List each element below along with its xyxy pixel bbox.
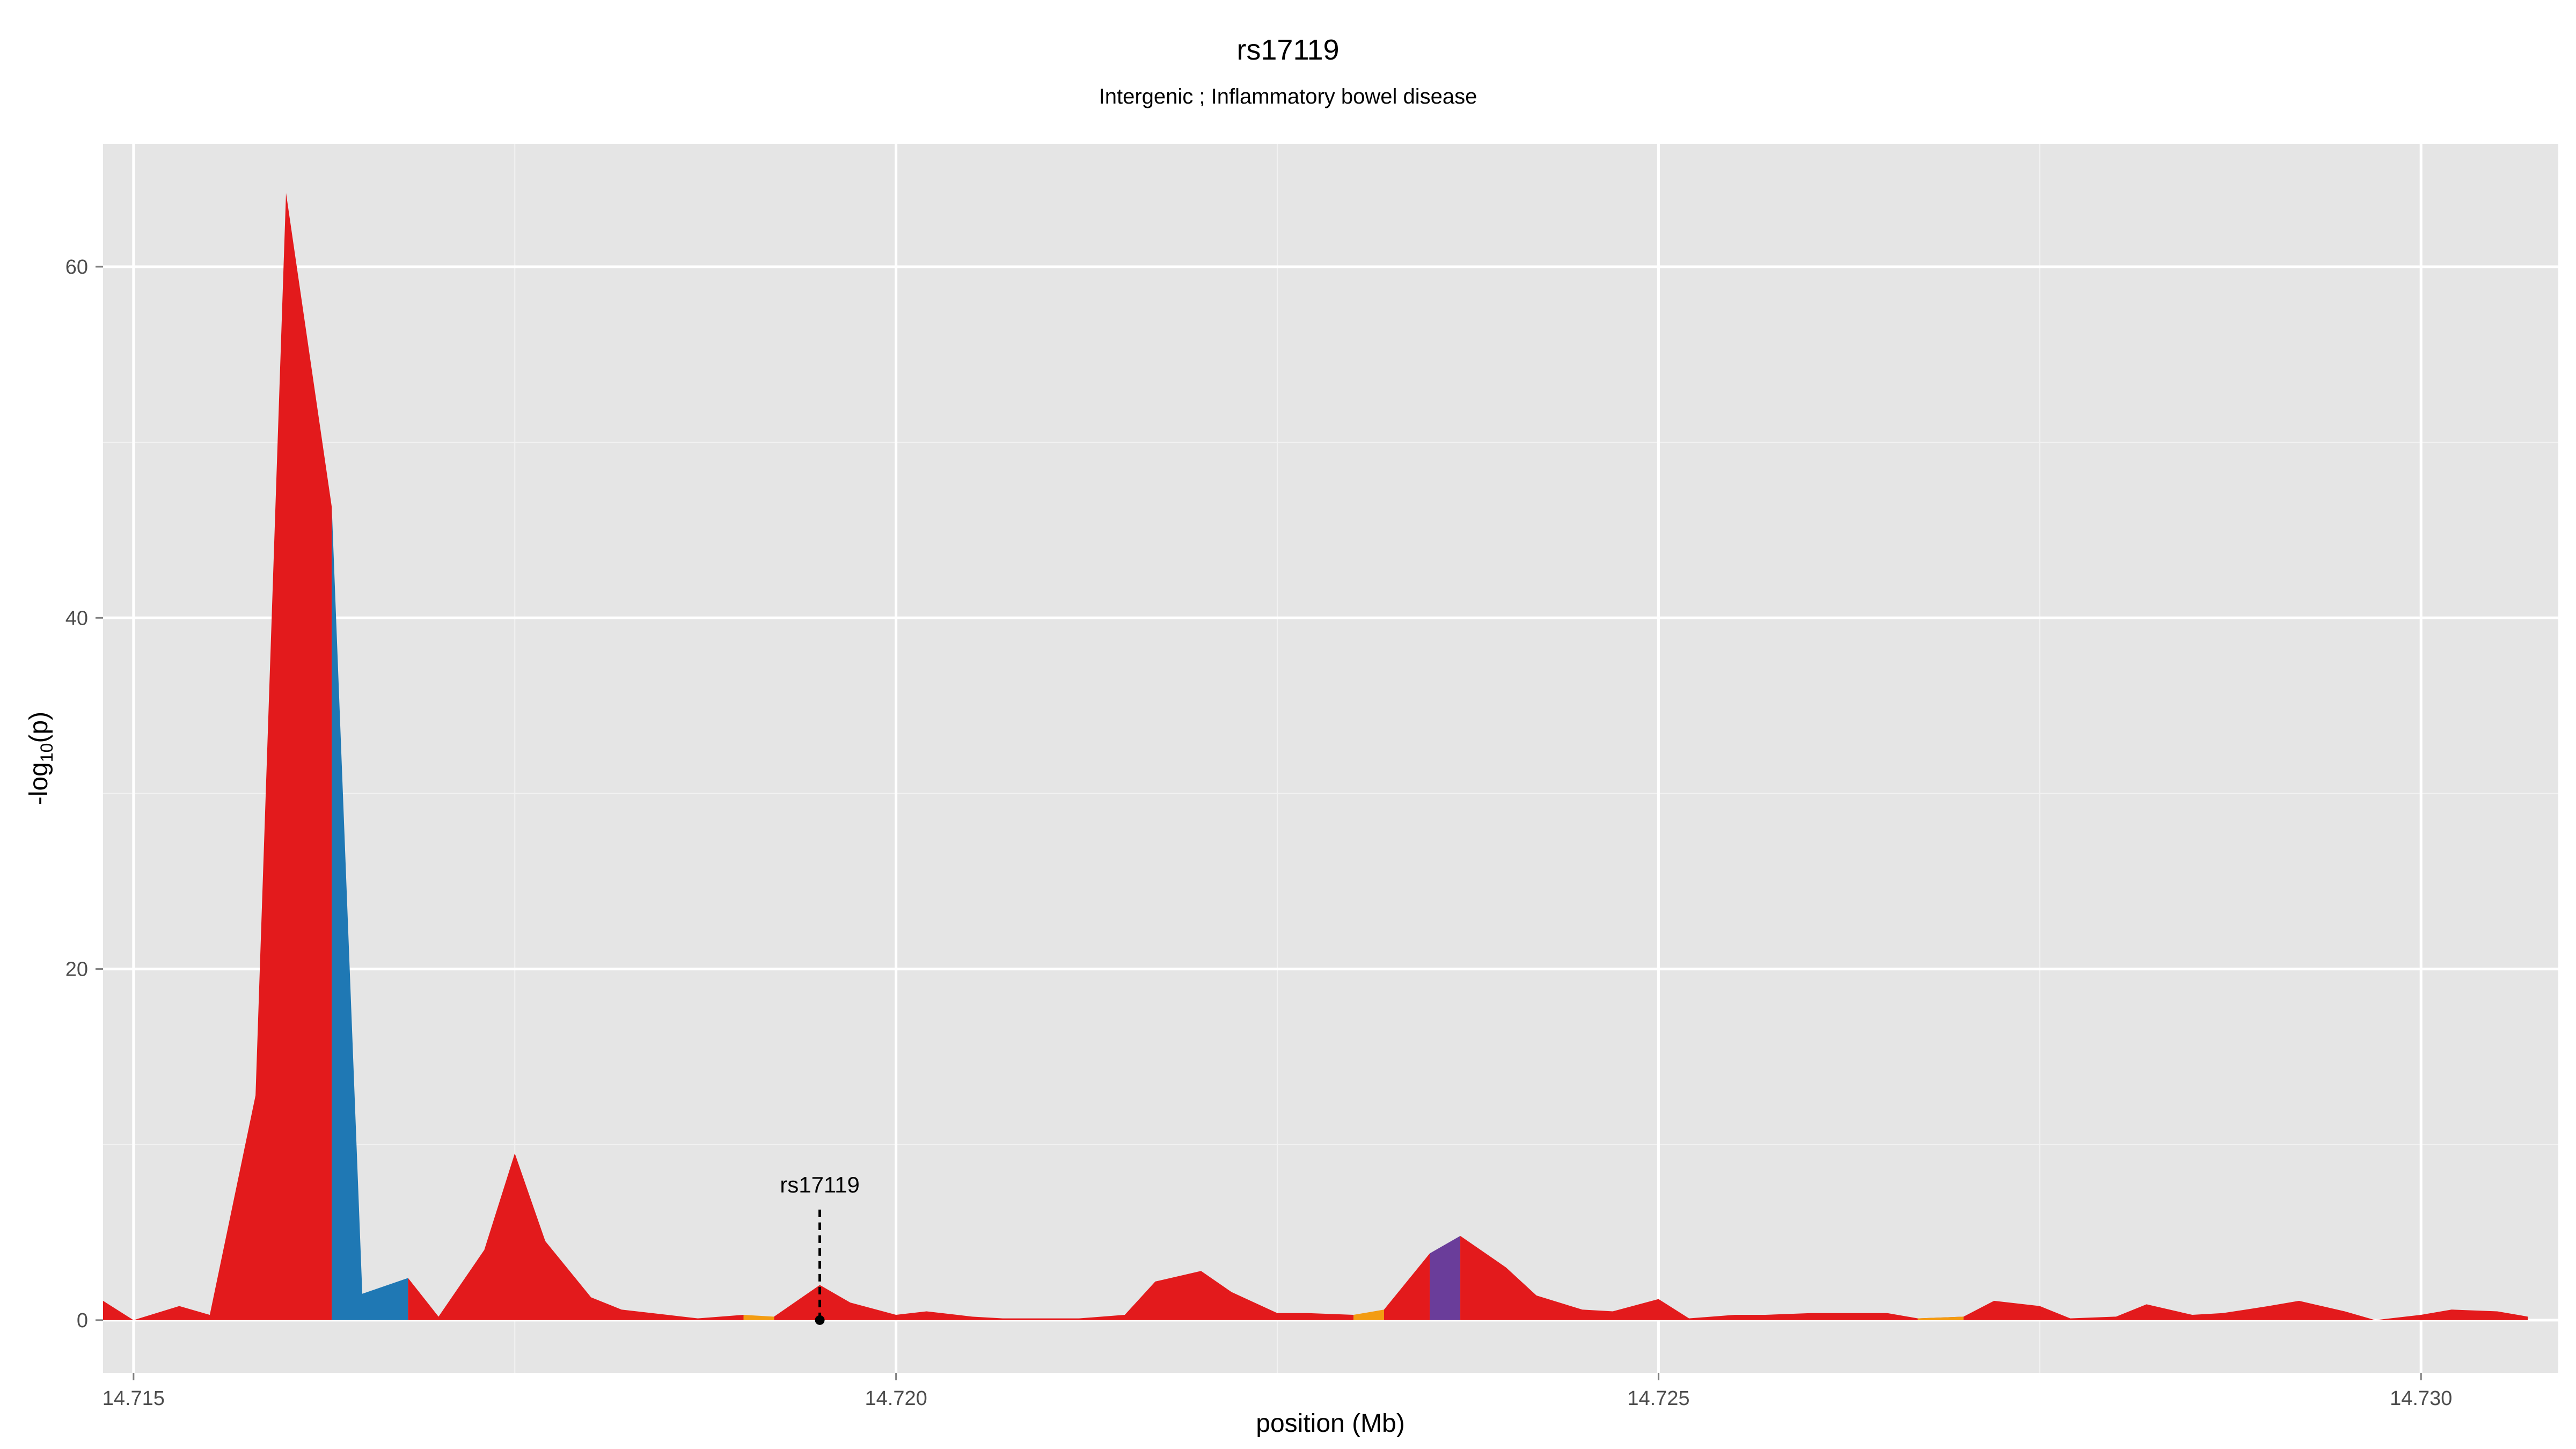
area-segment-purple xyxy=(1430,1235,1461,1320)
area-segment-red xyxy=(133,193,332,1320)
snp-annotation: rs17119 xyxy=(780,1172,860,1325)
area-segment-blue xyxy=(332,507,408,1320)
area-segment-orange xyxy=(743,1315,774,1320)
area-series xyxy=(103,193,2528,1320)
x-tick-label: 14.720 xyxy=(865,1387,927,1410)
y-axis: 0 20 40 60 xyxy=(65,256,103,1332)
y-axis-label-main: -log xyxy=(25,762,53,805)
y-axis-label: -log10(p) xyxy=(25,712,56,805)
area-segment-orange xyxy=(1353,1309,1384,1320)
area-segment-red xyxy=(103,1300,134,1320)
x-tick-label: 14.730 xyxy=(2390,1387,2452,1410)
y-tick-label: 0 xyxy=(77,1309,88,1332)
x-axis: 14.715 14.720 14.725 14.730 xyxy=(103,1373,2452,1410)
snp-label: rs17119 xyxy=(780,1172,860,1197)
chart-subtitle: Intergenic ; Inflammatory bowel disease xyxy=(1099,85,1477,108)
area-segment-red xyxy=(1384,1253,1430,1320)
chart-title: rs17119 xyxy=(1236,34,1340,66)
minor-gridlines xyxy=(103,144,2558,1373)
y-tick-label: 60 xyxy=(65,256,88,279)
x-axis-label: position (Mb) xyxy=(1256,1409,1404,1438)
area-segment-orange xyxy=(1918,1316,1964,1320)
x-tick-label: 14.725 xyxy=(1627,1387,1689,1410)
area-segment-red xyxy=(408,1153,744,1320)
area-segment-red xyxy=(1460,1235,1964,1320)
area-segment-red xyxy=(1963,1300,2528,1320)
y-tick-label: 40 xyxy=(65,607,88,630)
y-axis-label-subscript: 10 xyxy=(37,743,56,763)
x-tick-label: 14.715 xyxy=(103,1387,165,1410)
snp-point xyxy=(815,1315,825,1325)
area-segment-red xyxy=(774,1271,1354,1320)
plot-panel xyxy=(103,144,2558,1373)
y-axis-label-tail: (p) xyxy=(25,712,53,743)
y-tick-label: 20 xyxy=(65,958,88,981)
